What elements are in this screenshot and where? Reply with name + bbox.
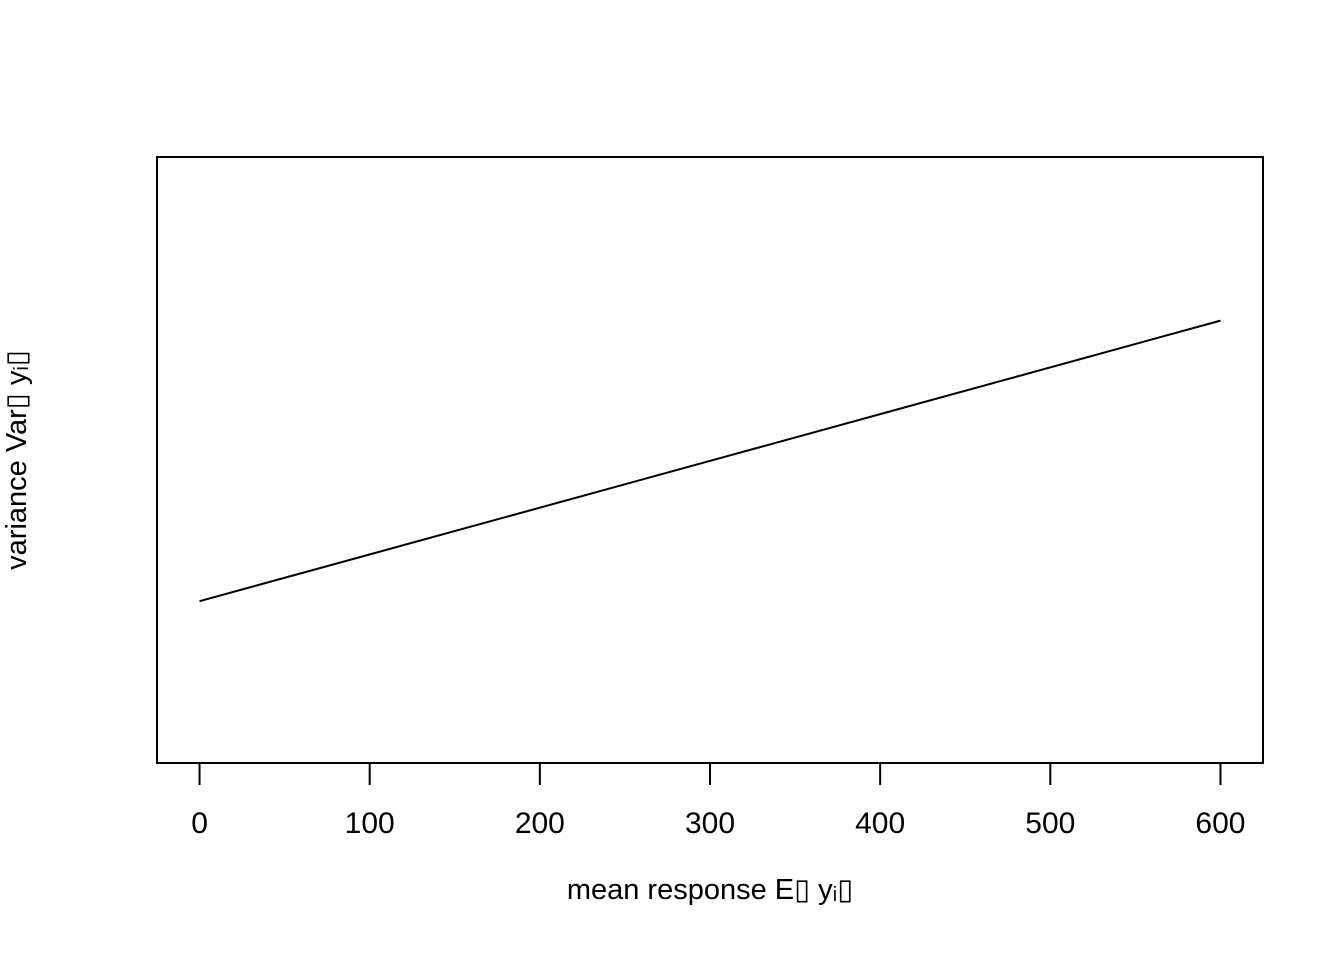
x-tick-label: 100: [345, 807, 395, 840]
x-axis-label: mean response E▯ yᵢ▯: [567, 874, 853, 906]
y-axis-label: variance Var▯ yᵢ▯: [1, 350, 33, 570]
series-line-0: [199, 319, 1221, 603]
x-tick-label: 0: [191, 807, 208, 840]
x-tick-label: 400: [855, 807, 905, 840]
x-tick-label: 200: [515, 807, 565, 840]
x-tick-label: 500: [1025, 807, 1075, 840]
x-tick-label: 600: [1195, 807, 1245, 840]
x-tick-label: 300: [685, 807, 735, 840]
x-axis: 0 100 200 300 400 500 600: [191, 762, 1245, 840]
series-layer: [199, 319, 1221, 603]
